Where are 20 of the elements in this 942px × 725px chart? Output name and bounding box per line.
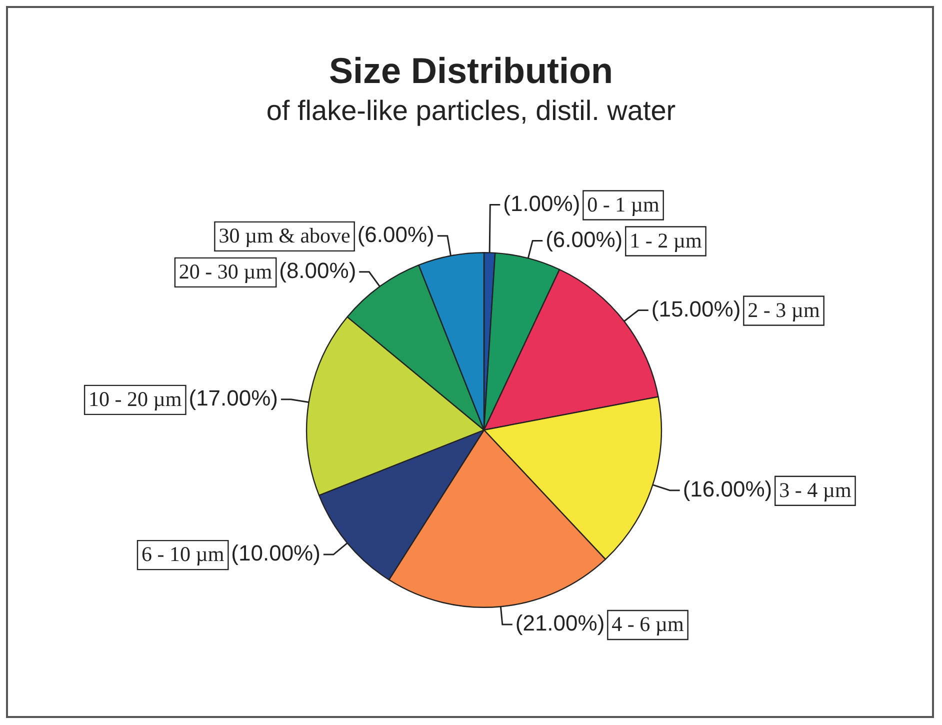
data-label: (6.00%): [357, 222, 434, 247]
slice-label: 3 - 4 µm: [779, 478, 852, 502]
slice-label: 4 - 6 µm: [612, 612, 684, 636]
slice-label: 2 - 3 µm: [748, 298, 820, 322]
data-label: (6.00%): [546, 226, 623, 252]
data-label: (15.00%): [651, 296, 741, 322]
slice-label: 10 - 20 µm: [88, 386, 182, 411]
data-label: (8.00%): [279, 258, 356, 283]
slice-label: 20 - 30 µm: [178, 259, 272, 284]
slice-label: 30 µm & above: [218, 223, 350, 248]
legend-label: 1 - 2 µm: [630, 228, 702, 252]
data-label: (10.00%): [231, 540, 320, 566]
data-label: (21.00%): [515, 610, 605, 636]
data-label: (1.00%): [503, 190, 580, 216]
chart-title: Size Distribution: [328, 50, 614, 92]
data-label: (17.00%): [188, 385, 278, 410]
slice-label: 0 - 1 µm: [587, 192, 660, 216]
chart-subtitle: of flake-like particles, distil. water: [265, 95, 677, 127]
slice-label: 6 - 10 µm: [141, 542, 224, 566]
data-label: (16.00%): [682, 476, 772, 502]
